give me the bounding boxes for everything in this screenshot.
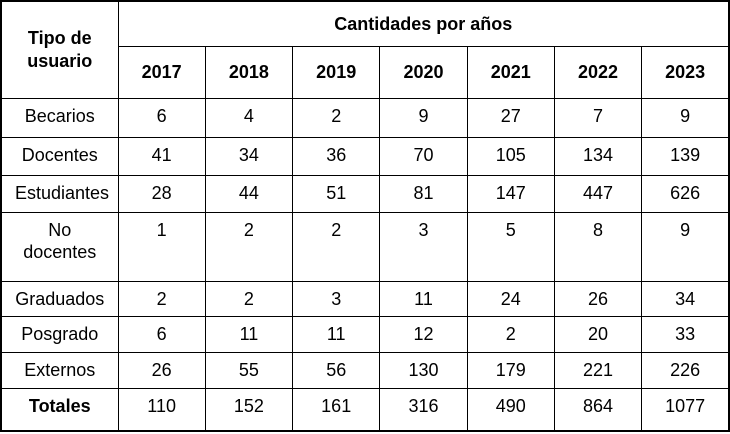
value-cell: 12 bbox=[379, 315, 468, 353]
value-cell: 134 bbox=[553, 136, 643, 176]
row-label: Docentes bbox=[0, 136, 119, 176]
value-cell: 70 bbox=[379, 136, 468, 176]
value-cell: 2 bbox=[292, 211, 381, 282]
row-label: Posgrado bbox=[0, 315, 119, 353]
value-cell: 316 bbox=[379, 387, 468, 432]
value-cell: 6 bbox=[117, 315, 206, 353]
group-header-row: Tipo de usuario Cantidades por años bbox=[0, 0, 730, 99]
value-cell: 55 bbox=[204, 351, 294, 389]
value-cell: 11 bbox=[379, 280, 468, 317]
table-row: Estudiantes 28 44 51 81 147 447 626 bbox=[0, 174, 730, 213]
year-header-cell: 2023 bbox=[641, 45, 730, 99]
value-cell: 1 bbox=[117, 211, 206, 282]
value-cell: 5 bbox=[466, 211, 555, 282]
value-cell: 2 bbox=[204, 211, 294, 282]
value-cell: 44 bbox=[204, 174, 294, 213]
value-cell: 11 bbox=[204, 315, 294, 353]
value-cell: 130 bbox=[379, 351, 468, 389]
year-header-cell: 2019 bbox=[292, 45, 381, 99]
value-cell: 27 bbox=[466, 97, 555, 138]
value-cell: 56 bbox=[292, 351, 381, 389]
value-cell: 2 bbox=[466, 315, 555, 353]
value-cell: 2 bbox=[204, 280, 294, 317]
value-cell: 161 bbox=[292, 387, 381, 432]
table-row: Externos 26 55 56 130 179 221 226 bbox=[0, 351, 730, 389]
value-cell: 2 bbox=[117, 280, 206, 317]
value-cell: 9 bbox=[379, 97, 468, 138]
year-header-cell: 2017 bbox=[117, 45, 206, 99]
row-label: Externos bbox=[0, 351, 119, 389]
year-header-row: 2017 2018 2019 2020 2021 2022 2023 bbox=[1, 45, 730, 99]
value-cell: 81 bbox=[379, 174, 468, 213]
value-cell: 447 bbox=[553, 174, 643, 213]
value-cell: 34 bbox=[641, 280, 730, 317]
row-label: Totales bbox=[0, 387, 119, 432]
value-cell: 41 bbox=[117, 136, 206, 176]
value-cell: 626 bbox=[641, 174, 730, 213]
value-cell: 26 bbox=[117, 351, 206, 389]
value-cell: 2 bbox=[292, 97, 381, 138]
value-cell: 3 bbox=[379, 211, 468, 282]
value-cell: 490 bbox=[466, 387, 555, 432]
value-cell: 226 bbox=[641, 351, 730, 389]
value-cell: 147 bbox=[466, 174, 555, 213]
value-cell: 8 bbox=[553, 211, 643, 282]
value-cell: 11 bbox=[292, 315, 381, 353]
year-header-cell: 2022 bbox=[553, 45, 643, 99]
table-row: Totales 110 152 161 316 490 864 1077 bbox=[0, 387, 730, 432]
table-row: Graduados 2 2 3 11 24 26 34 bbox=[0, 280, 730, 317]
value-cell: 6 bbox=[117, 97, 206, 138]
table-row: Becarios 6 4 2 9 27 7 9 bbox=[0, 97, 730, 138]
table-row: Docentes 41 34 36 70 105 134 139 bbox=[0, 136, 730, 176]
value-cell: 34 bbox=[204, 136, 294, 176]
table-header: Tipo de usuario Cantidades por años 2017… bbox=[0, 0, 730, 99]
year-header-cell: 2018 bbox=[204, 45, 294, 99]
value-cell: 4 bbox=[204, 97, 294, 138]
value-cell: 20 bbox=[553, 315, 643, 353]
table-row: No docentes 1 2 2 3 5 8 9 bbox=[0, 211, 730, 282]
group-header-cell: Cantidades por años bbox=[117, 0, 730, 47]
value-cell: 179 bbox=[466, 351, 555, 389]
row-label: Graduados bbox=[0, 280, 119, 317]
row-label: Becarios bbox=[0, 97, 119, 138]
value-cell: 139 bbox=[641, 136, 730, 176]
value-cell: 105 bbox=[466, 136, 555, 176]
table-body: Becarios 6 4 2 9 27 7 9 Docentes 41 34 36 70 105 134 13… bbox=[0, 97, 730, 432]
value-cell: 28 bbox=[117, 174, 206, 213]
table-row: Posgrado 6 11 11 12 2 20 33 bbox=[0, 315, 730, 353]
row-header-cell: Tipo de usuario bbox=[0, 0, 119, 99]
year-header-cell: 2020 bbox=[379, 45, 468, 99]
value-cell: 51 bbox=[292, 174, 381, 213]
year-header-cell: 2021 bbox=[466, 45, 555, 99]
value-cell: 110 bbox=[117, 387, 206, 432]
value-cell: 26 bbox=[553, 280, 643, 317]
value-cell: 9 bbox=[641, 211, 730, 282]
value-cell: 9 bbox=[641, 97, 730, 138]
value-cell: 3 bbox=[292, 280, 381, 317]
row-label: Estudiantes bbox=[0, 174, 119, 213]
value-cell: 36 bbox=[292, 136, 381, 176]
value-cell: 24 bbox=[466, 280, 555, 317]
row-label: No docentes bbox=[0, 211, 119, 282]
value-cell: 221 bbox=[553, 351, 643, 389]
value-cell: 1077 bbox=[641, 387, 730, 432]
value-cell: 33 bbox=[641, 315, 730, 353]
value-cell: 864 bbox=[553, 387, 643, 432]
value-cell: 152 bbox=[204, 387, 294, 432]
value-cell: 7 bbox=[553, 97, 643, 138]
